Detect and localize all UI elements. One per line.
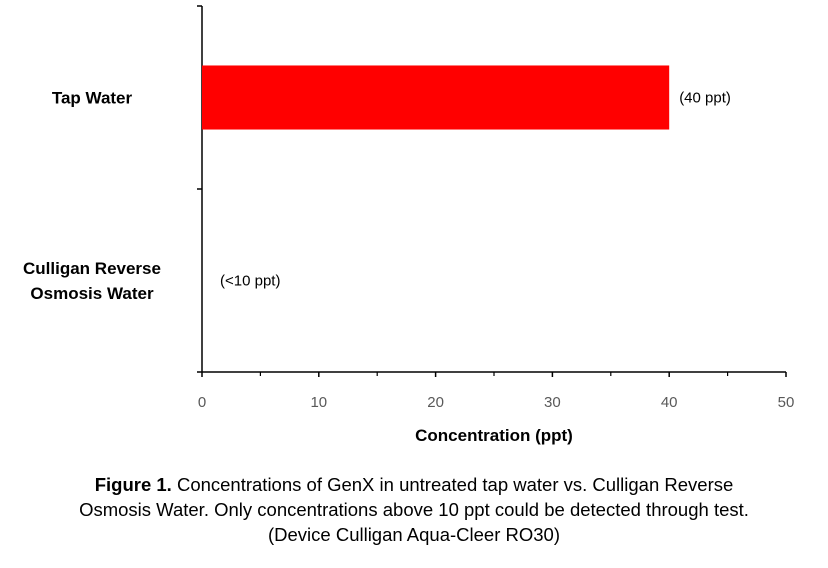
x-tick-label: 0 xyxy=(198,394,206,411)
x-tick-label: 50 xyxy=(778,394,795,411)
data-label: (40 ppt) xyxy=(679,90,731,107)
category-label: Tap Water xyxy=(52,89,133,108)
caption-line-3: (Device Culligan Aqua-Cleer RO30) xyxy=(267,524,561,545)
chart-bars xyxy=(202,65,670,130)
figure-number: Figure 1. xyxy=(94,474,172,495)
figure-caption: Figure 1. Concentrations of GenX in untr… xyxy=(0,472,828,547)
caption-line-2: Osmosis Water. Only concentrations above… xyxy=(79,499,749,520)
bar-chart: 0 10 20 30 40 50 Tap Water (40 ppt) Culligan Rev… xyxy=(23,5,794,445)
bar xyxy=(202,65,670,130)
x-tick-label: 30 xyxy=(544,394,561,411)
chart-axes xyxy=(197,5,787,377)
chart-labels: 0 10 20 30 40 50 Tap Water (40 ppt) Culligan Rev… xyxy=(23,89,794,412)
x-tick-label: 20 xyxy=(427,394,444,411)
data-label: (<10 ppt) xyxy=(220,273,280,290)
caption-text-1: Concentrations of GenX in untreated tap … xyxy=(171,474,734,495)
caption-line-1: Figure 1. Concentrations of GenX in untr… xyxy=(0,472,828,497)
x-axis-title: Concentration (ppt) xyxy=(415,426,573,445)
category-label: Culligan Reverse Osmosis Water xyxy=(23,259,161,303)
x-tick-label: 10 xyxy=(310,394,327,411)
x-tick-label: 40 xyxy=(661,394,678,411)
